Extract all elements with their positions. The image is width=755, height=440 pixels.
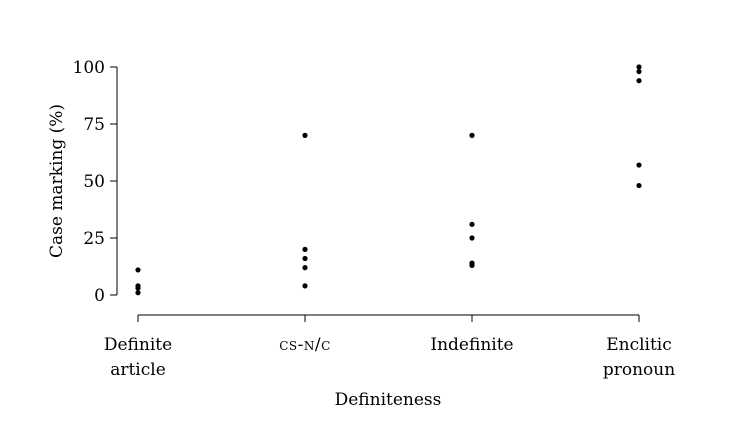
x-axis-label: Definiteness: [335, 390, 442, 410]
data-point: [302, 246, 308, 252]
data-point: [135, 285, 141, 291]
x-tick-label: cs-n/c: [279, 335, 331, 355]
y-axis: 0 25 50 75 100: [73, 58, 118, 306]
y-tick-label: 75: [83, 115, 105, 135]
data-point: [469, 221, 475, 227]
y-tick-label: 50: [83, 172, 105, 192]
data-point: [636, 78, 642, 84]
data-point: [636, 162, 642, 168]
data-point: [135, 290, 141, 296]
data-point: [302, 132, 308, 138]
x-tick-label: Definite article: [104, 335, 172, 380]
x-tick-label: Indefinite: [430, 335, 513, 355]
data-point: [135, 267, 141, 273]
y-tick-label: 25: [83, 229, 105, 249]
x-tick-label: Enclitic pronoun: [603, 335, 675, 380]
y-tick-label: 100: [73, 58, 105, 78]
data-point: [302, 283, 308, 289]
y-tick-label: 0: [94, 286, 105, 306]
data-point: [302, 265, 308, 271]
data-point: [469, 235, 475, 241]
data-point: [636, 182, 642, 189]
data-point: [636, 64, 642, 70]
data-point: [469, 262, 475, 268]
y-axis-label: Case marking (%): [47, 104, 67, 258]
data-points: [135, 64, 642, 296]
data-point: [469, 132, 475, 138]
data-point: [302, 255, 308, 262]
data-point: [636, 68, 642, 75]
x-axis: Definite article cs-n/c Indefinite Enclitic p…: [104, 314, 675, 380]
